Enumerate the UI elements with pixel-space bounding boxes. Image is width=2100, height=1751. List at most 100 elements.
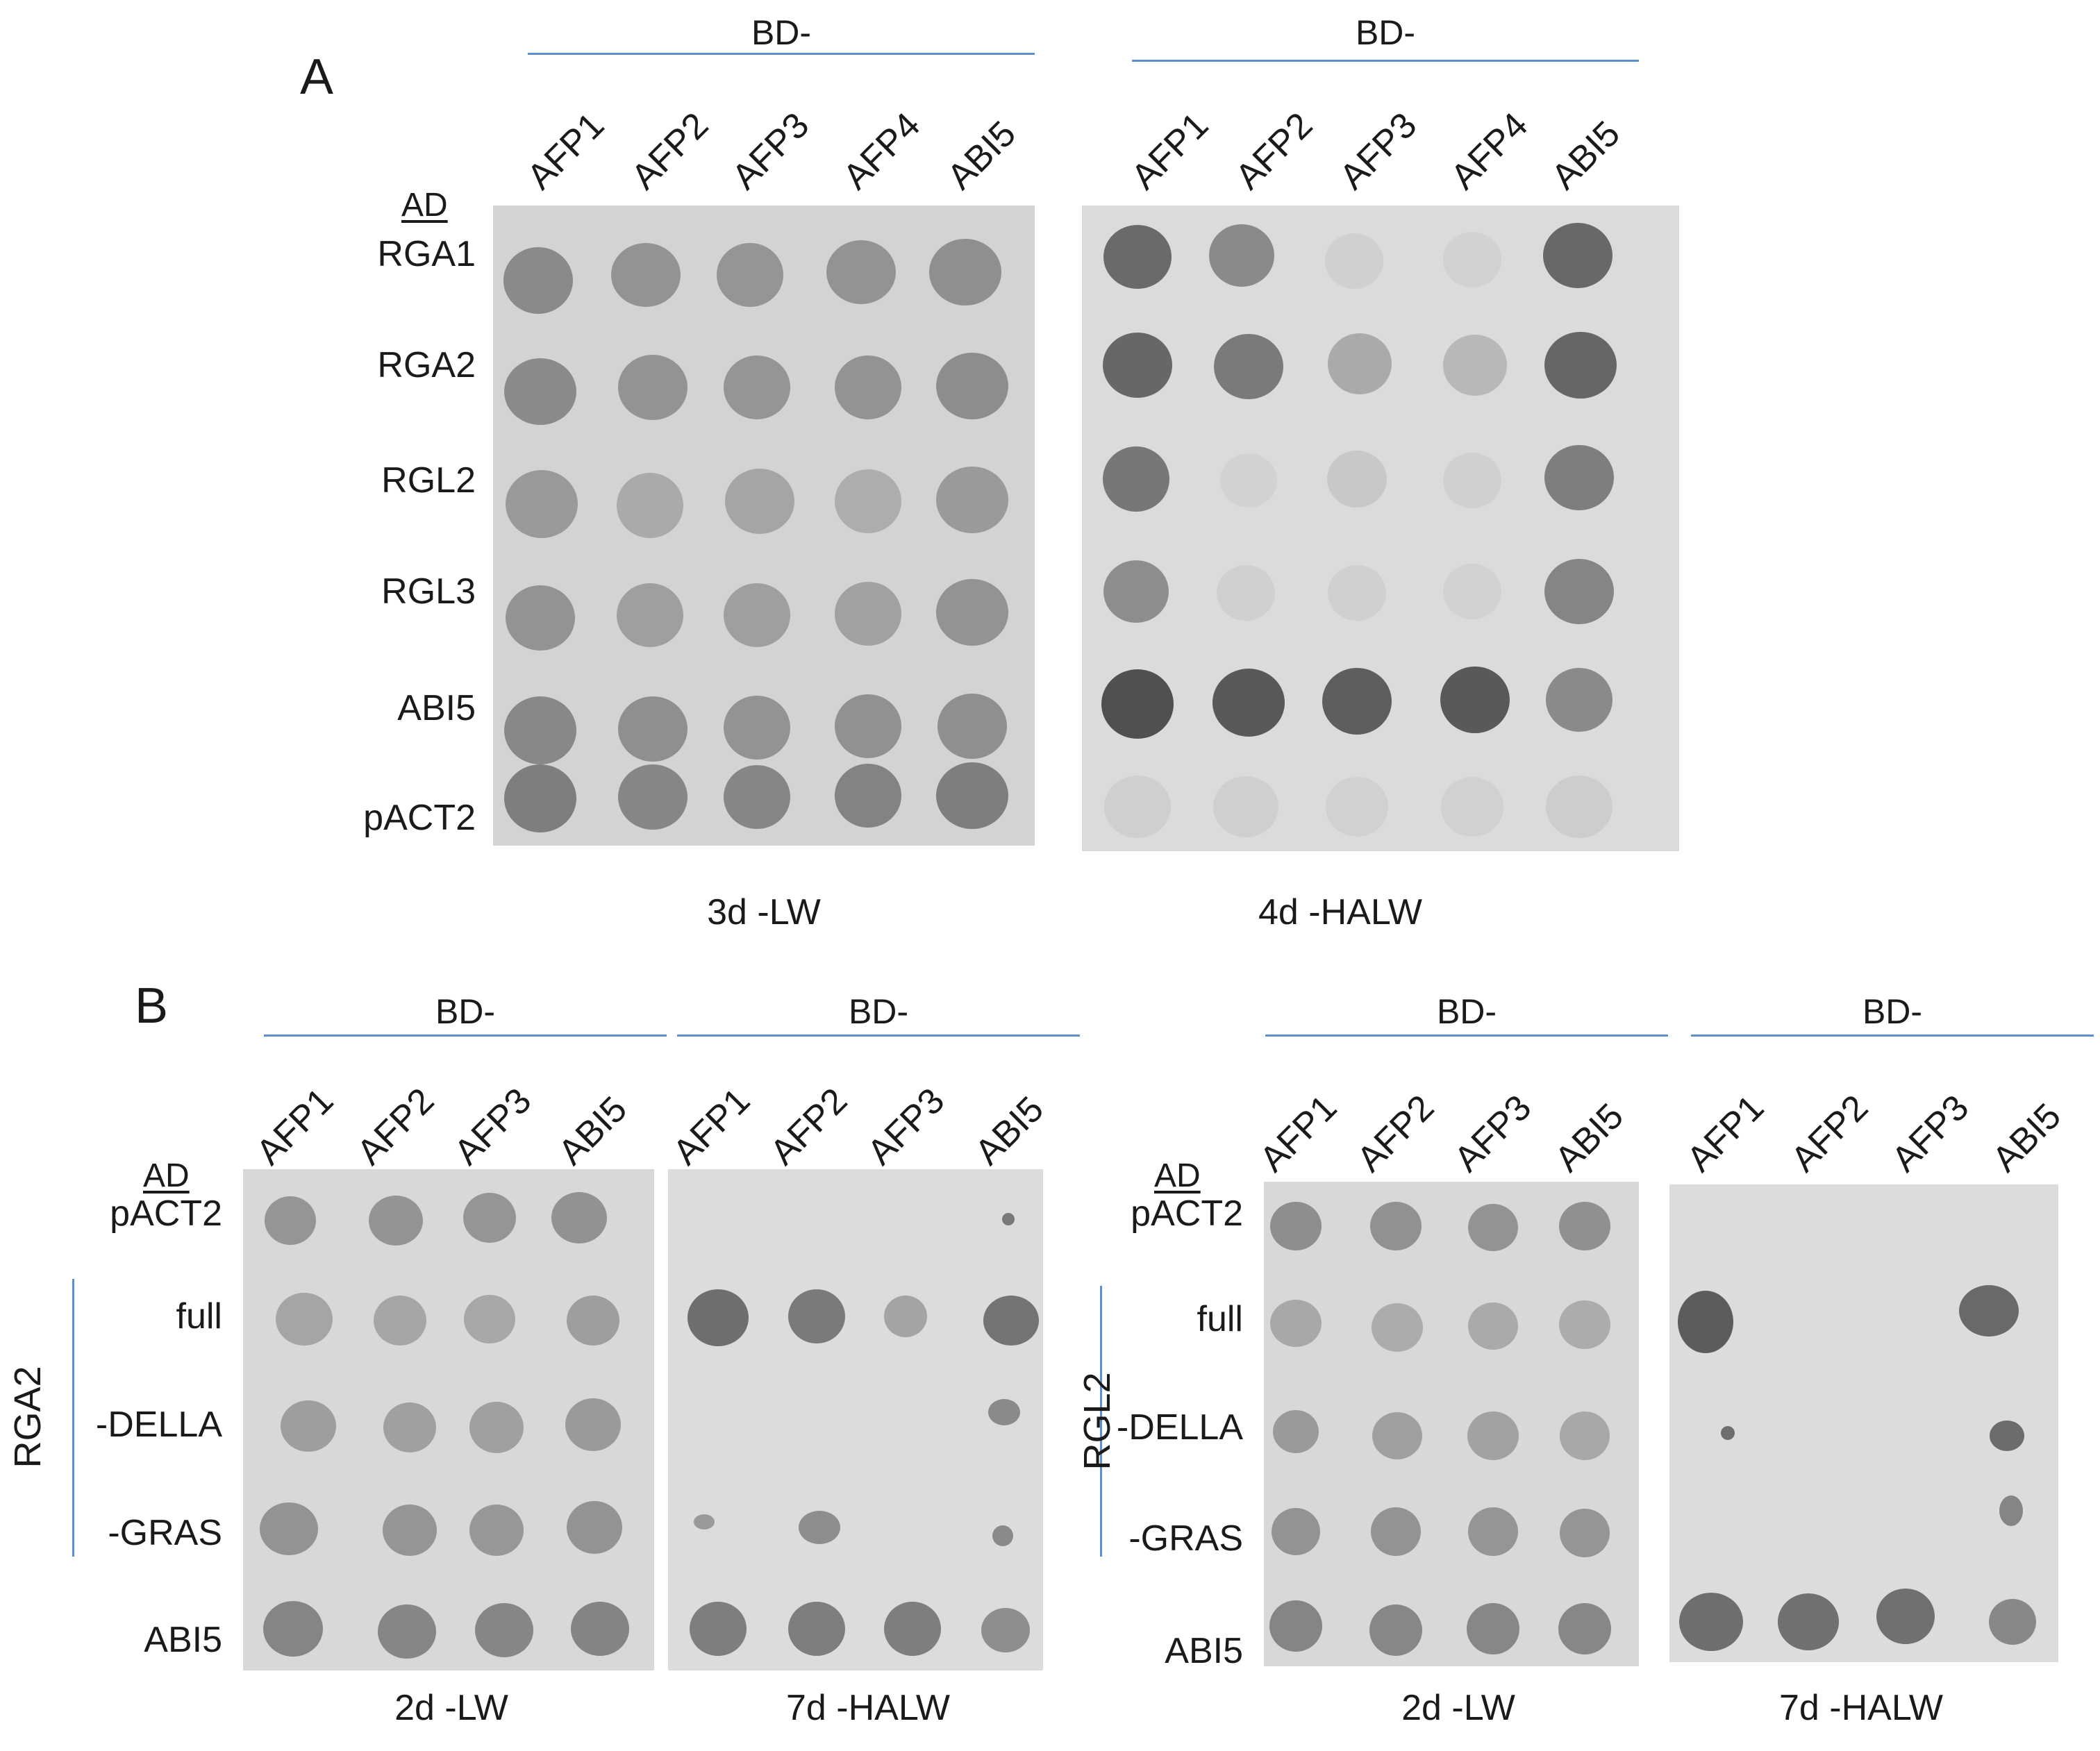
colony-spot (1560, 1411, 1610, 1460)
panel-a-col-label: AFP3 (724, 105, 817, 198)
colony-spot (1999, 1496, 2023, 1526)
panel-b-row-label: ABI5 (144, 1620, 222, 1660)
colony-spot (1778, 1593, 1839, 1650)
colony-spot (617, 473, 683, 538)
colony-spot (1440, 667, 1510, 733)
panel-a-col-label: AFP1 (519, 105, 612, 198)
panel-a-col-label: ABI5 (940, 113, 1024, 198)
panel-a-bd-line-halw (1132, 60, 1639, 62)
colony-spot (551, 1192, 607, 1243)
panel-b-col-label: AFP1 (1252, 1087, 1345, 1180)
colony-spot (835, 469, 901, 533)
colony-spot (1273, 1410, 1319, 1453)
colony-spot (724, 583, 790, 647)
colony-spot (506, 470, 578, 538)
colony-spot (1370, 1202, 1422, 1250)
colony-spot (884, 1296, 927, 1337)
colony-spot (1217, 565, 1275, 621)
panel-b-ad-label: AD (143, 1157, 190, 1194)
colony-spot (884, 1602, 941, 1656)
colony-spot (618, 355, 688, 420)
colony-spot (1443, 453, 1501, 508)
colony-spot (260, 1502, 318, 1555)
colony-spot (571, 1602, 629, 1656)
colony-spot (1544, 445, 1614, 510)
colony-spot (835, 764, 901, 828)
plate-a-halw (1082, 206, 1679, 851)
colony-spot (688, 1289, 749, 1346)
panel-a-col-label: AFP3 (1332, 105, 1425, 198)
plate-b-rga2-lw (243, 1169, 654, 1670)
colony-spot (1270, 1202, 1322, 1250)
panel-a-row-label: RGL3 (381, 571, 476, 612)
colony-spot (618, 696, 688, 762)
colony-spot (1467, 1411, 1519, 1460)
panel-b-letter: B (135, 978, 169, 1034)
panel-b-row-label: full (1197, 1299, 1243, 1339)
colony-spot (565, 1398, 621, 1451)
panel-a-col-label: AFP2 (1228, 105, 1321, 198)
panel-b-condition: 7d -HALW (1779, 1688, 1943, 1728)
colony-spot (1104, 776, 1171, 838)
colony-spot (383, 1505, 437, 1556)
plate-b-rga2-halw (668, 1169, 1043, 1670)
colony-spot (799, 1511, 840, 1544)
plate-b-rgl2-lw (1264, 1182, 1639, 1666)
colony-spot (1559, 1202, 1610, 1250)
colony-spot (1468, 1302, 1518, 1350)
panel-a-col-label: AFP1 (1124, 105, 1217, 198)
colony-spot (788, 1602, 845, 1656)
colony-spot (1989, 1599, 2036, 1645)
colony-spot (1558, 1603, 1611, 1654)
colony-spot (263, 1601, 323, 1657)
colony-spot (475, 1603, 533, 1657)
colony-spot (503, 247, 573, 314)
colony-spot (1546, 776, 1612, 838)
panel-b-col-label: AFP3 (1884, 1087, 1977, 1180)
colony-spot (469, 1402, 524, 1453)
panel-b-col-label: AFP2 (1783, 1087, 1876, 1180)
colony-spot (1876, 1589, 1935, 1644)
panel-b-col-label: ABI5 (1985, 1096, 2069, 1180)
colony-spot (1372, 1412, 1422, 1459)
panel-a-col-label: ABI5 (1544, 113, 1628, 198)
colony-spot (1543, 223, 1612, 288)
colony-spot (1101, 669, 1174, 739)
panel-a-condition-lw: 3d -LW (707, 892, 821, 932)
colony-spot (1002, 1213, 1015, 1225)
colony-spot (724, 696, 790, 760)
colony-spot (929, 239, 1001, 305)
panel-b-row-label: full (176, 1296, 222, 1337)
group-bracket-rga2 (72, 1279, 74, 1557)
colony-spot (725, 469, 794, 534)
group-label-rgl2: RGL2 (1076, 1372, 1118, 1471)
colony-spot (618, 764, 688, 830)
panel-b-col-label: AFP2 (349, 1080, 442, 1173)
panel-b-row-label: pACT2 (110, 1193, 222, 1234)
colony-spot (378, 1605, 436, 1659)
colony-spot (464, 1295, 515, 1343)
panel-b-col-label: AFP1 (1679, 1087, 1772, 1180)
panel-a-ad-label: AD (401, 187, 448, 224)
panel-a-letter: A (300, 49, 334, 105)
panel-b-col-label: AFP1 (665, 1080, 758, 1173)
colony-spot (1214, 334, 1283, 399)
colony-spot (1468, 1507, 1518, 1556)
colony-spot (265, 1196, 316, 1245)
panel-b-col-label: AFP2 (762, 1080, 856, 1173)
colony-spot (1959, 1285, 2019, 1337)
colony-spot (1272, 1508, 1320, 1555)
colony-spot (1103, 560, 1169, 623)
colony-spot (1327, 451, 1387, 508)
panel-b-condition: 2d -LW (1401, 1688, 1515, 1728)
panel-b-row-label: pACT2 (1131, 1193, 1243, 1234)
panel-b-col-label: ABI5 (551, 1089, 635, 1173)
panel-b-col-label: AFP3 (1447, 1087, 1540, 1180)
panel-b-ad-label: AD (1154, 1157, 1201, 1194)
panel-b-bd-label: BD- (1436, 992, 1497, 1031)
panel-b-bd-label: BD- (435, 992, 496, 1031)
colony-spot (611, 243, 681, 307)
panel-b-bd-line (264, 1034, 667, 1037)
panel-b-col-label: AFP3 (860, 1080, 953, 1173)
colony-spot (1559, 1300, 1610, 1349)
